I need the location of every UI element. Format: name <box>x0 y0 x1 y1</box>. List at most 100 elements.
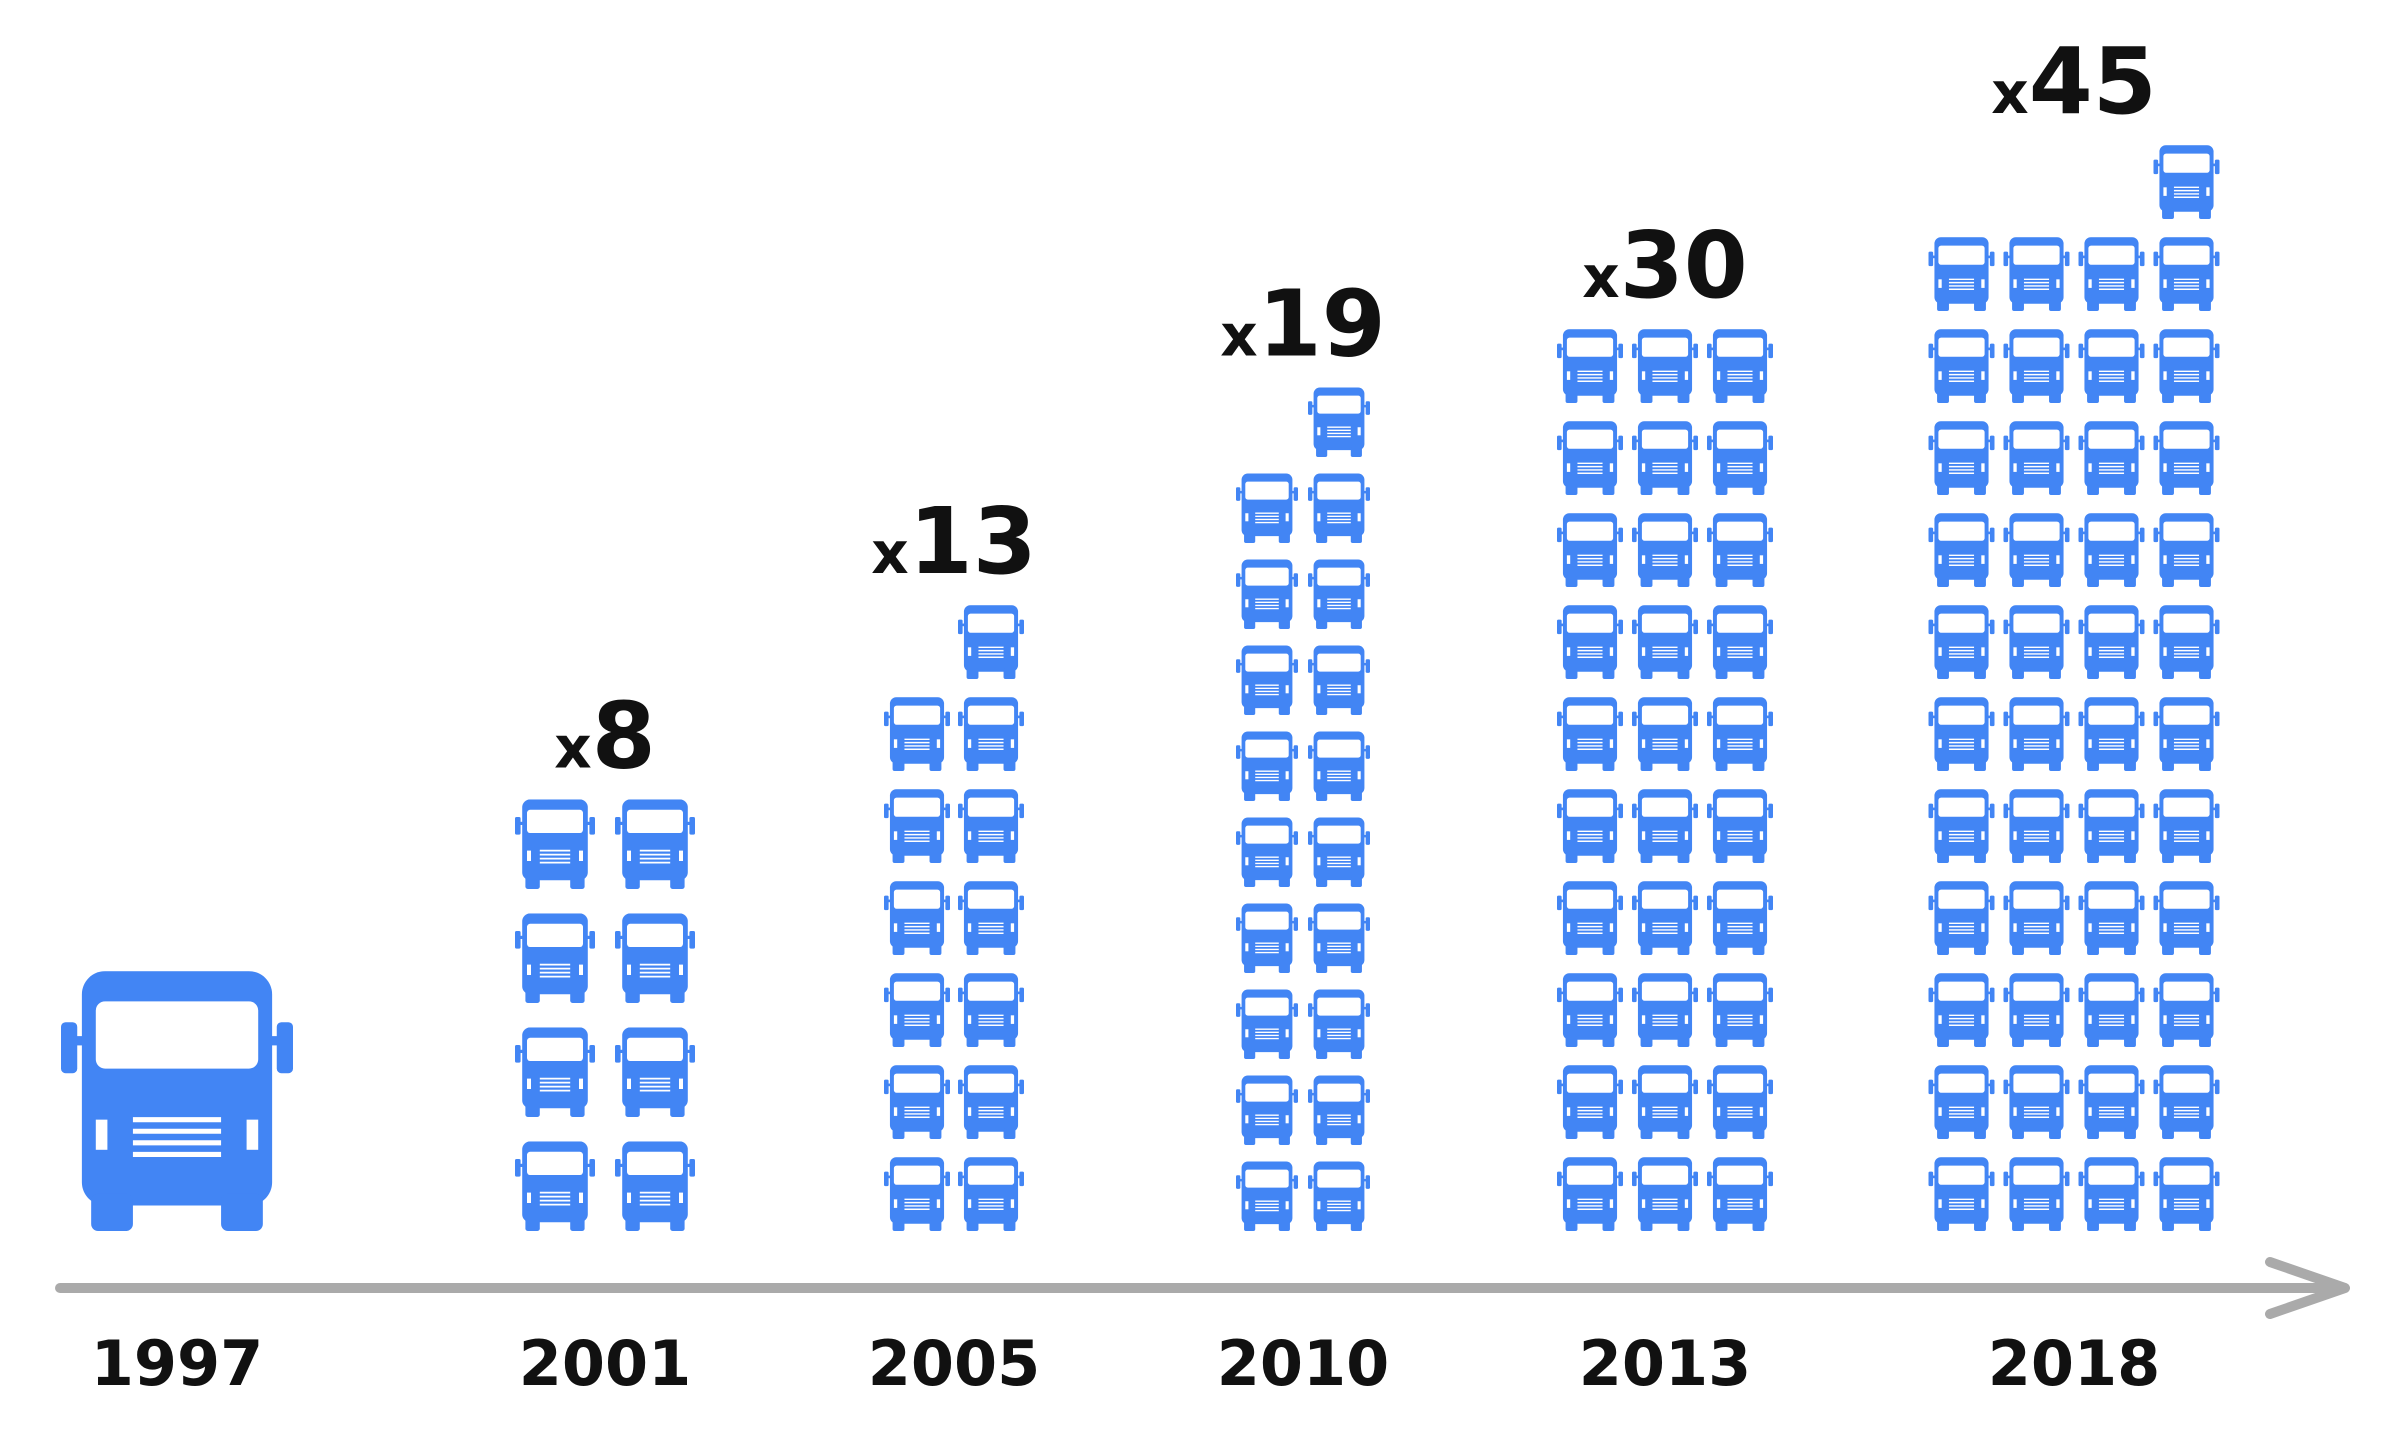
truck-icon <box>958 1065 1024 1139</box>
truck-icon <box>1557 697 1623 771</box>
truck-icon <box>1632 421 1698 495</box>
truck-icon <box>515 1027 595 1117</box>
truck-icon <box>1236 473 1298 544</box>
truck-icon <box>2003 421 2070 495</box>
truck-icon <box>884 697 950 771</box>
icon-stack <box>884 605 1024 1231</box>
truck-icon <box>2153 605 2220 679</box>
truck-icon <box>1707 789 1773 863</box>
truck-icon <box>615 1141 695 1231</box>
truck-icon <box>2003 973 2070 1047</box>
truck-icon <box>2078 1157 2145 1231</box>
truck-icon <box>1557 1065 1623 1139</box>
truck-icon <box>1308 817 1370 888</box>
truck-icon <box>958 789 1024 863</box>
truck-icon <box>1707 605 1773 679</box>
truck-icon <box>2003 789 2070 863</box>
icon-stack <box>61 971 293 1231</box>
truck-icon <box>2153 697 2220 771</box>
truck-icon <box>1928 1065 1995 1139</box>
truck-icon <box>515 799 595 889</box>
truck-icon <box>515 1141 595 1231</box>
truck-icon <box>1707 1065 1773 1139</box>
value-label: x8 <box>554 682 655 789</box>
truck-icon <box>1707 881 1773 955</box>
truck-icon <box>1928 1157 1995 1231</box>
truck-icon <box>2003 1157 2070 1231</box>
value-label: x19 <box>1220 271 1385 378</box>
truck-icon <box>2153 145 2220 219</box>
truck-icon <box>1632 973 1698 1047</box>
truck-icon <box>2153 973 2220 1047</box>
truck-icon <box>958 1157 1024 1231</box>
truck-icon <box>2078 329 2145 403</box>
icon-stack <box>1236 387 1370 1232</box>
truck-icon <box>1632 1065 1698 1139</box>
truck-icon <box>884 1065 950 1139</box>
truck-icon <box>2153 1065 2220 1139</box>
truck-icon <box>1707 329 1773 403</box>
truck-icon <box>1308 559 1370 630</box>
truck-icon <box>2078 421 2145 495</box>
truck-icon <box>1632 605 1698 679</box>
truck-icon <box>2078 973 2145 1047</box>
truck-icon <box>1308 473 1370 544</box>
truck-icon <box>1557 881 1623 955</box>
truck-icon <box>958 605 1024 679</box>
truck-icon <box>1928 789 1995 863</box>
truck-icon <box>1236 731 1298 802</box>
truck-icon <box>615 913 695 1003</box>
truck-icon <box>61 971 293 1231</box>
truck-icon <box>1557 789 1623 863</box>
truck-icon <box>2078 881 2145 955</box>
truck-icon <box>1707 973 1773 1047</box>
truck-icon <box>1236 1075 1298 1146</box>
truck-icon <box>2003 1065 2070 1139</box>
truck-icon <box>1928 513 1995 587</box>
truck-icon <box>1557 973 1623 1047</box>
truck-icon <box>1928 421 1995 495</box>
truck-icon <box>2003 513 2070 587</box>
x-tick-label: 2001 <box>519 1327 692 1400</box>
truck-icon <box>2003 697 2070 771</box>
x-tick-label: 1997 <box>91 1327 264 1400</box>
truck-icon <box>2153 237 2220 311</box>
truck-icon <box>1928 605 1995 679</box>
truck-icon <box>2003 605 2070 679</box>
truck-icon <box>1236 1161 1298 1232</box>
truck-icon <box>1707 697 1773 771</box>
value-label: x30 <box>1582 212 1747 319</box>
truck-icon <box>884 973 950 1047</box>
truck-icon <box>2078 1065 2145 1139</box>
truck-icon <box>1557 513 1623 587</box>
truck-icon <box>1707 1157 1773 1231</box>
truck-icon <box>1308 731 1370 802</box>
truck-icon <box>1236 903 1298 974</box>
truck-icon <box>2153 513 2220 587</box>
truck-icon <box>1928 329 1995 403</box>
truck-icon <box>2078 513 2145 587</box>
x-tick-label: 2005 <box>868 1327 1041 1400</box>
truck-icon <box>1557 421 1623 495</box>
truck-icon <box>1308 387 1370 458</box>
truck-icon <box>1557 1157 1623 1231</box>
truck-icon <box>1632 881 1698 955</box>
truck-icon <box>1236 817 1298 888</box>
x-tick-label: 2010 <box>1217 1327 1390 1400</box>
value-label: x13 <box>871 488 1036 595</box>
truck-icon <box>1928 881 1995 955</box>
truck-icon <box>2003 881 2070 955</box>
truck-icon <box>1308 1075 1370 1146</box>
truck-icon <box>1308 989 1370 1060</box>
truck-icon <box>1707 421 1773 495</box>
truck-icon <box>1632 697 1698 771</box>
truck-icon <box>1632 789 1698 863</box>
truck-icon <box>2078 605 2145 679</box>
truck-icon <box>2078 697 2145 771</box>
truck-icon <box>884 789 950 863</box>
x-tick-label: 2018 <box>1988 1327 2161 1400</box>
truck-icon <box>2003 329 2070 403</box>
icon-stack <box>515 799 695 1231</box>
truck-icon <box>958 697 1024 771</box>
